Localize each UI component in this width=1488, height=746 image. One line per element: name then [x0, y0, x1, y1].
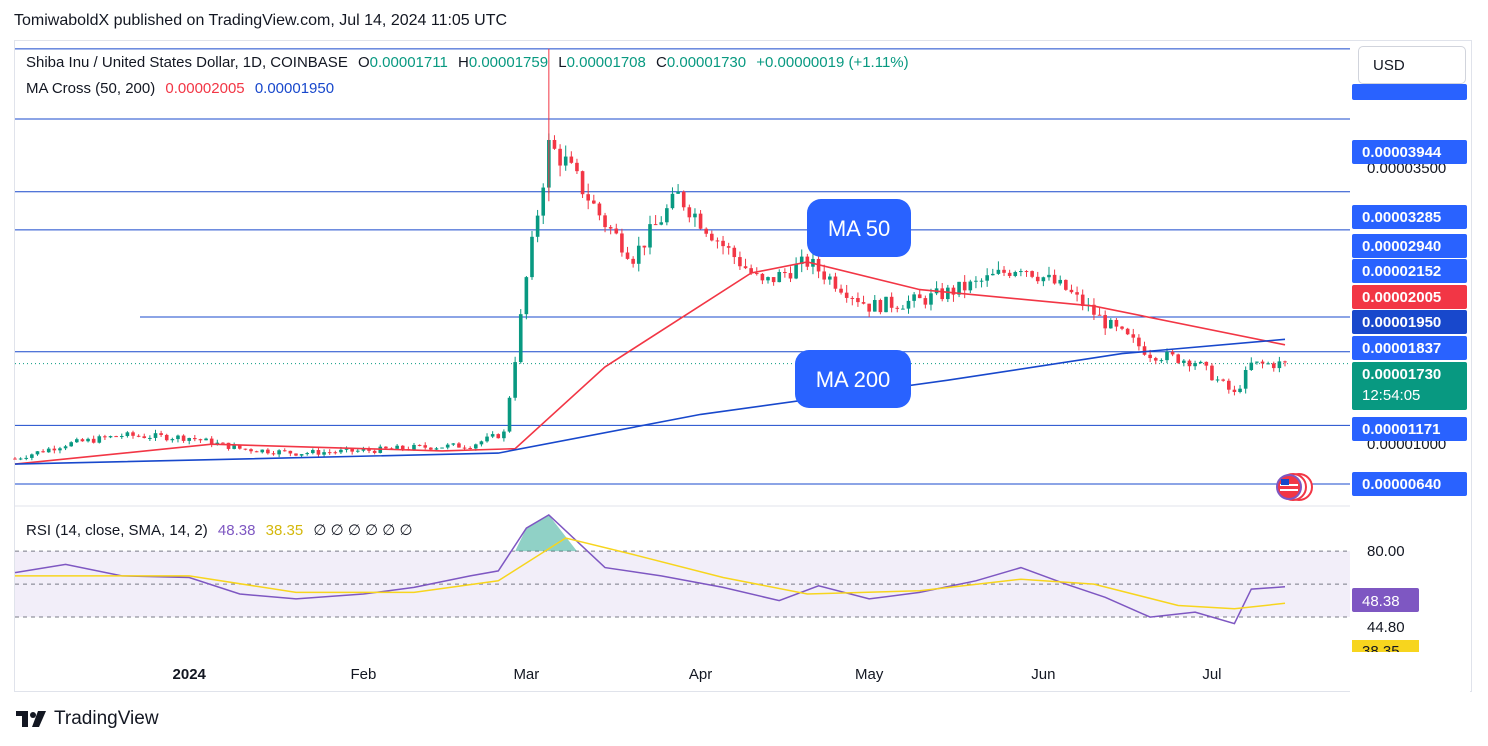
published-caption: TomiwaboldX published on TradingView.com… [14, 12, 508, 29]
ma200-value: 0.00001950 [254, 80, 335, 97]
rsi-value: 48.38 [217, 522, 256, 539]
chart-frame [14, 40, 1472, 692]
high-value: 0.00001759 [468, 54, 549, 71]
ma50-value: 0.00002005 [165, 80, 245, 97]
rsi-empty-values: ∅ ∅ ∅ ∅ ∅ ∅ [313, 522, 413, 539]
change-value: +0.00000019 (+1.11%) [756, 54, 909, 71]
rsi-legend: RSI (14, close, SMA, 14, 2) 48.38 38.35 … [26, 521, 419, 539]
symbol-title[interactable]: Shiba Inu / United States Dollar, 1D, CO… [26, 54, 348, 71]
close-value: 0.00001730 [666, 54, 747, 71]
tradingview-logo-icon [16, 711, 46, 727]
ma-cross-legend: MA Cross (50, 200) 0.00002005 0.00001950 [26, 80, 340, 97]
ma-cross-title[interactable]: MA Cross (50, 200) [26, 80, 156, 97]
low-value: 0.00001708 [566, 54, 646, 71]
tradingview-footer: TradingView [16, 708, 159, 730]
rsi-title[interactable]: RSI (14, close, SMA, 14, 2) [26, 522, 208, 539]
currency-button[interactable]: USD [1358, 46, 1466, 84]
open-value: 0.00001711 [369, 54, 448, 71]
rsi-sma-value: 38.35 [265, 522, 304, 539]
brand-name: TradingView [54, 708, 159, 729]
symbol-legend: Shiba Inu / United States Dollar, 1D, CO… [26, 54, 909, 71]
